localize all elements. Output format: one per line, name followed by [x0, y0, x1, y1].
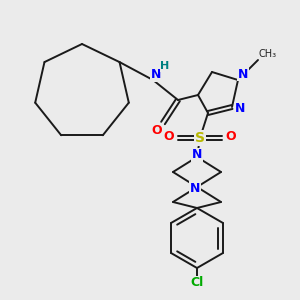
Text: Cl: Cl — [190, 277, 204, 290]
Text: H: H — [160, 61, 169, 71]
Text: O: O — [152, 124, 162, 136]
Text: N: N — [235, 103, 245, 116]
Text: N: N — [192, 148, 202, 161]
Text: N: N — [238, 68, 248, 80]
Text: O: O — [226, 130, 236, 142]
Text: N: N — [190, 182, 200, 194]
Text: O: O — [164, 130, 174, 142]
Text: N: N — [151, 68, 161, 82]
Text: CH₃: CH₃ — [259, 49, 277, 59]
Text: S: S — [195, 131, 205, 145]
